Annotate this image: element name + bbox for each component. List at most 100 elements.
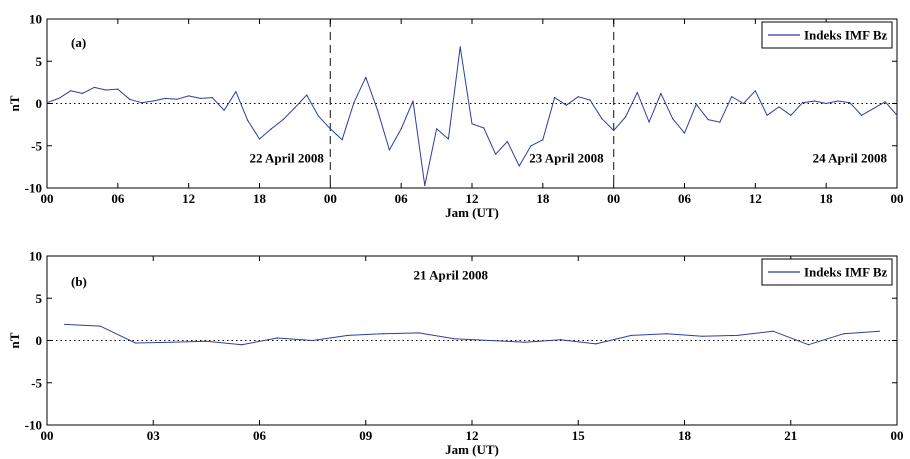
data-point — [565, 104, 568, 106]
data-point — [81, 92, 84, 94]
data-point — [241, 344, 243, 346]
data-point — [424, 184, 426, 187]
data-point — [447, 138, 449, 140]
data-point — [754, 90, 756, 92]
data-point — [435, 128, 438, 130]
data-point — [630, 334, 632, 337]
x-tick-label: 12 — [749, 191, 762, 206]
data-point — [695, 103, 697, 105]
y-tick-label: -10 — [25, 418, 42, 433]
data-point — [418, 332, 420, 334]
y-tick-label: 0 — [36, 333, 43, 348]
x-tick-label: 00 — [324, 191, 337, 206]
data-point — [577, 96, 579, 98]
x-tick-label: 12 — [466, 428, 479, 443]
x-tick-label: 06 — [111, 191, 125, 206]
data-point — [294, 107, 296, 109]
data-point — [312, 339, 314, 342]
data-point — [530, 145, 532, 147]
x-tick-label: 18 — [678, 428, 692, 443]
legend-entry-label: Indeks IMF Bz — [804, 265, 888, 280]
data-point — [347, 334, 349, 337]
data-point — [801, 102, 804, 104]
data-point — [353, 102, 355, 104]
x-tick-label: 06 — [678, 191, 692, 206]
panel-label: (b) — [71, 274, 87, 289]
data-point — [813, 100, 815, 102]
x-tick-label: 00 — [607, 191, 620, 206]
data-point — [235, 91, 237, 93]
data-point — [164, 97, 166, 100]
data-point — [400, 128, 402, 130]
data-point — [129, 98, 131, 100]
x-tick-label: 09 — [359, 428, 373, 443]
x-tick-label: 18 — [253, 191, 267, 206]
data-point — [365, 76, 367, 78]
data-point — [731, 96, 733, 98]
plot-frame — [46, 255, 898, 426]
data-point — [471, 123, 473, 125]
data-point — [648, 121, 650, 123]
data-point — [766, 114, 768, 116]
data-point — [341, 139, 343, 141]
x-tick-label: 18 — [820, 191, 834, 206]
x-tick-label: 12 — [182, 191, 195, 206]
data-point — [807, 344, 810, 346]
y-tick-label: 5 — [36, 54, 43, 69]
data-point — [518, 165, 520, 167]
x-tick-label: 06 — [253, 428, 267, 443]
data-point — [636, 91, 638, 94]
x-tick-label: 18 — [536, 191, 550, 206]
y-tick-label: -5 — [31, 138, 42, 153]
data-point — [134, 342, 137, 344]
panel-label: (a) — [71, 35, 86, 50]
data-point — [376, 109, 379, 111]
data-point — [329, 128, 331, 130]
y-tick-label: 10 — [29, 12, 42, 27]
data-point — [860, 114, 863, 116]
x-tick-label: 21 — [784, 428, 797, 443]
data-point — [412, 100, 414, 102]
data-point — [282, 118, 284, 121]
data-point — [790, 114, 792, 116]
data-point — [672, 118, 674, 120]
data-point — [896, 114, 898, 116]
data-point — [660, 92, 662, 94]
data-point — [64, 323, 66, 326]
data-point — [683, 132, 686, 134]
data-point — [707, 118, 709, 121]
data-point — [70, 90, 72, 92]
data-point — [742, 102, 745, 105]
data-point — [589, 99, 591, 101]
data-point — [382, 333, 385, 335]
x-tick-label: 12 — [466, 191, 479, 206]
data-point — [701, 335, 703, 337]
data-point — [152, 100, 154, 102]
x-axis-label: Jam (UT) — [445, 442, 499, 457]
data-point — [524, 341, 526, 343]
date-annotation: 21 April 2008 — [414, 268, 489, 283]
data-point — [140, 102, 143, 104]
data-point — [188, 95, 190, 97]
data-point — [176, 98, 178, 100]
x-tick-label: 06 — [395, 191, 409, 206]
data-point — [613, 129, 615, 132]
x-tick-label: 15 — [572, 428, 586, 443]
data-point — [825, 102, 827, 105]
data-point — [247, 119, 249, 121]
data-point — [170, 341, 172, 343]
y-axis-label: nT — [7, 95, 22, 111]
y-tick-label: 5 — [36, 291, 43, 306]
data-point — [554, 96, 556, 99]
y-tick-label: 0 — [36, 96, 43, 111]
data-point — [205, 340, 207, 342]
data-point — [666, 333, 668, 335]
data-point — [459, 46, 461, 48]
date-annotation: 22 April 2008 — [249, 151, 324, 166]
data-point — [843, 333, 845, 335]
data-point — [258, 138, 261, 140]
series-line-indeks-imf-bz — [64, 323, 880, 346]
